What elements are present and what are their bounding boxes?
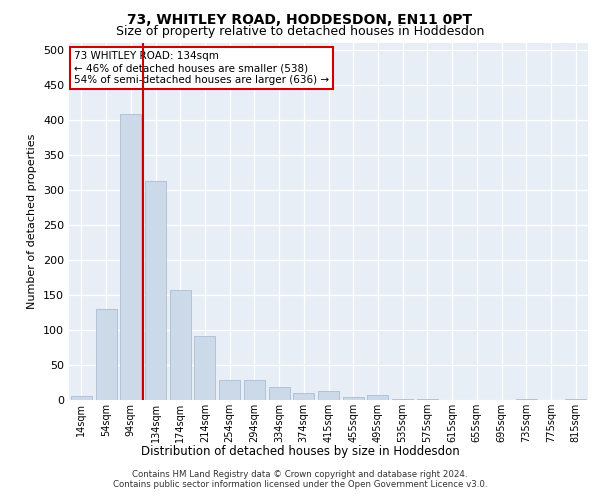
Text: Contains HM Land Registry data © Crown copyright and database right 2024.
Contai: Contains HM Land Registry data © Crown c…	[113, 470, 487, 489]
Bar	[145, 182, 166, 400]
Bar	[392, 398, 413, 400]
Bar	[95, 309, 116, 400]
Bar	[244, 380, 265, 400]
Bar	[516, 398, 537, 400]
Y-axis label: Number of detached properties: Number of detached properties	[28, 134, 37, 309]
Bar	[120, 114, 141, 400]
Bar	[170, 290, 191, 400]
Bar	[219, 380, 240, 400]
Bar	[343, 397, 364, 400]
Bar	[293, 393, 314, 400]
Bar	[269, 388, 290, 400]
Bar	[318, 391, 339, 400]
Bar	[71, 396, 92, 400]
Bar	[194, 336, 215, 400]
Bar	[367, 395, 388, 400]
Text: Size of property relative to detached houses in Hoddesdon: Size of property relative to detached ho…	[116, 25, 484, 38]
Text: 73 WHITLEY ROAD: 134sqm
← 46% of detached houses are smaller (538)
54% of semi-d: 73 WHITLEY ROAD: 134sqm ← 46% of detache…	[74, 52, 329, 84]
Text: 73, WHITLEY ROAD, HODDESDON, EN11 0PT: 73, WHITLEY ROAD, HODDESDON, EN11 0PT	[127, 12, 473, 26]
Text: Distribution of detached houses by size in Hoddesdon: Distribution of detached houses by size …	[140, 444, 460, 458]
